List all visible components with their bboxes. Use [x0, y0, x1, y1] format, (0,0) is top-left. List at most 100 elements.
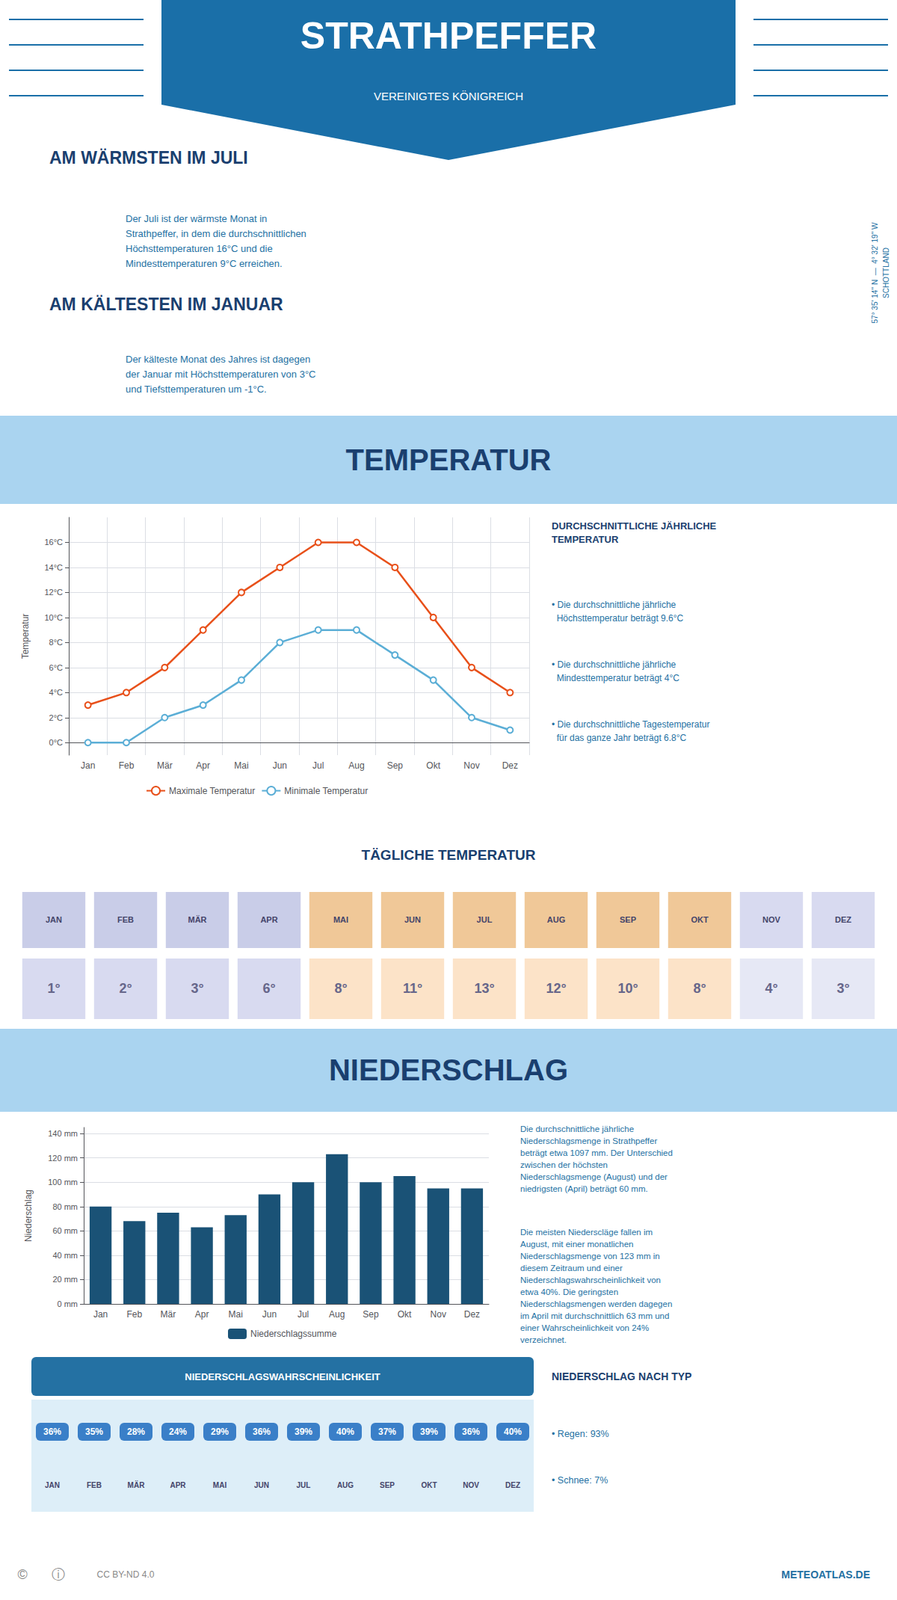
svg-text:40 mm: 40 mm: [52, 1250, 78, 1260]
svg-text:Höchsttemperaturen 16°C und di: Höchsttemperaturen 16°C und die: [125, 242, 273, 255]
svg-text:6°: 6°: [262, 980, 276, 996]
svg-text:Nov: Nov: [430, 1308, 447, 1320]
svg-text:40%: 40%: [503, 1426, 522, 1437]
svg-text:Die durchschnittliche jährlich: Die durchschnittliche jährliche: [520, 1124, 634, 1134]
svg-text:Sep: Sep: [387, 760, 404, 771]
svg-text:• Regen: 93%: • Regen: 93%: [551, 1428, 610, 1439]
svg-text:• Die durchschnittliche Tagest: • Die durchschnittliche Tagestemperatur: [551, 719, 710, 730]
svg-text:JUN: JUN: [404, 914, 421, 924]
svg-text:120 mm: 120 mm: [47, 1153, 78, 1163]
svg-text:Maximale Temperatur: Maximale Temperatur: [168, 785, 255, 797]
svg-text:Okt: Okt: [397, 1308, 412, 1320]
svg-text:12°C: 12°C: [44, 587, 63, 597]
svg-text:8°: 8°: [334, 980, 347, 996]
svg-text:JUL: JUL: [296, 1480, 311, 1490]
svg-text:36%: 36%: [43, 1426, 62, 1437]
svg-text:39%: 39%: [294, 1426, 313, 1437]
svg-text:100 mm: 100 mm: [47, 1177, 78, 1187]
svg-text:28%: 28%: [127, 1426, 146, 1437]
svg-text:Apr: Apr: [195, 760, 211, 771]
svg-text:10°: 10°: [617, 980, 638, 996]
svg-text:12°: 12°: [545, 980, 566, 996]
svg-text:40%: 40%: [336, 1426, 355, 1437]
svg-text:im April mit durchschnittlich: im April mit durchschnittlich 63 mm und: [520, 1311, 670, 1321]
svg-text:Jul: Jul: [312, 760, 324, 771]
svg-text:August, mit einer monatlichen: August, mit einer monatlichen: [520, 1239, 634, 1249]
svg-text:24%: 24%: [168, 1426, 187, 1437]
svg-text:Jan: Jan: [93, 1308, 108, 1320]
svg-text:4°C: 4°C: [49, 687, 64, 697]
svg-text:CC BY-ND 4.0: CC BY-ND 4.0: [97, 1569, 155, 1580]
svg-text:niedrigsten (April) beträgt 60: niedrigsten (April) beträgt 60 mm.: [520, 1184, 649, 1194]
svg-text:20 mm: 20 mm: [52, 1274, 78, 1284]
svg-text:der Januar mit Höchsttemperatu: der Januar mit Höchsttemperaturen von 3°…: [125, 368, 316, 380]
svg-text:APR: APR: [169, 1480, 187, 1490]
svg-text:FEB: FEB: [86, 1480, 102, 1490]
svg-text:AUG: AUG: [337, 1480, 354, 1490]
svg-text:APR: APR: [260, 914, 278, 924]
svg-text:Der Juli ist der wärmste Monat: Der Juli ist der wärmste Monat in: [125, 213, 267, 225]
svg-text:MÄR: MÄR: [127, 1480, 146, 1490]
svg-text:2°: 2°: [118, 980, 132, 996]
svg-text:einer Wahrscheinlichkeit von 2: einer Wahrscheinlichkeit von 24%: [520, 1323, 649, 1333]
svg-text:©: ©: [17, 1566, 27, 1582]
svg-text:SEP: SEP: [619, 914, 637, 924]
svg-text:Jun: Jun: [262, 1308, 277, 1320]
svg-text:36%: 36%: [461, 1426, 480, 1437]
svg-text:Niederschlagswahrscheinlichkei: Niederschlagswahrscheinlichkeit von: [520, 1275, 661, 1285]
svg-text:OKT: OKT: [690, 914, 709, 924]
svg-text:MÄR: MÄR: [187, 914, 207, 924]
svg-text:Feb: Feb: [126, 1308, 143, 1320]
svg-text:zwischen der höchsten: zwischen der höchsten: [520, 1160, 608, 1170]
svg-text:NOV: NOV: [462, 1480, 480, 1490]
svg-text:Dez: Dez: [464, 1308, 480, 1320]
svg-text:MAI: MAI: [333, 914, 349, 924]
svg-text:Mai: Mai: [228, 1308, 243, 1320]
svg-text:140 mm: 140 mm: [47, 1128, 78, 1138]
svg-text:Niederschlag: Niederschlag: [23, 1189, 34, 1242]
svg-text:FEB: FEB: [117, 914, 134, 924]
svg-text:3°: 3°: [190, 980, 204, 996]
svg-text:37%: 37%: [378, 1426, 397, 1437]
svg-text:Jan: Jan: [80, 760, 95, 771]
svg-text:NIEDERSCHLAG: NIEDERSCHLAG: [328, 1053, 569, 1087]
svg-text:AM WÄRMSTEN IM JULI: AM WÄRMSTEN IM JULI: [49, 148, 249, 168]
svg-text:JAN: JAN: [45, 914, 63, 924]
svg-text:35%: 35%: [85, 1426, 104, 1437]
svg-text:JAN: JAN: [44, 1480, 60, 1490]
svg-text:Jun: Jun: [272, 760, 288, 771]
svg-text:80 mm: 80 mm: [52, 1201, 78, 1211]
svg-text:diesem Zeitraum und einer: diesem Zeitraum und einer: [520, 1263, 623, 1273]
svg-text:Niederschlagsmenge (August) un: Niederschlagsmenge (August) und der: [520, 1172, 668, 1182]
svg-text:AUG: AUG: [547, 914, 566, 924]
svg-text:3°: 3°: [836, 980, 850, 996]
svg-text:6°C: 6°C: [49, 663, 64, 673]
svg-text:TÄGLICHE TEMPERATUR: TÄGLICHE TEMPERATUR: [361, 846, 536, 863]
svg-text:Temperatur: Temperatur: [20, 613, 31, 660]
svg-text:JUL: JUL: [476, 914, 493, 924]
svg-text:Niederschlagssumme: Niederschlagssumme: [250, 1328, 338, 1339]
svg-text:verzeichnet.: verzeichnet.: [520, 1335, 567, 1345]
svg-text:57° 35' 14'' N — 4° 32' 19'': 57° 35' 14'' N — 4° 32' 19'' W: [870, 222, 880, 324]
svg-text:TEMPERATUR: TEMPERATUR: [551, 533, 619, 545]
svg-text:Strathpeffer, in dem die durch: Strathpeffer, in dem die durchschnittlic…: [125, 227, 307, 240]
svg-text:Dez: Dez: [502, 760, 519, 771]
svg-text:8°C: 8°C: [49, 637, 64, 647]
svg-text:JUN: JUN: [254, 1480, 270, 1490]
svg-text:Die meisten Niederscläge falle: Die meisten Niederscläge fallen im: [520, 1227, 653, 1237]
svg-text:für das ganze Jahr beträgt 6.8: für das ganze Jahr beträgt 6.8°C: [551, 732, 687, 744]
svg-text:10°C: 10°C: [44, 612, 63, 622]
svg-text:NOV: NOV: [762, 914, 782, 924]
svg-text:Minimale Temperatur: Minimale Temperatur: [284, 785, 368, 797]
svg-text:39%: 39%: [420, 1426, 439, 1437]
svg-text:Jul: Jul: [297, 1308, 309, 1320]
svg-text:36%: 36%: [252, 1426, 271, 1437]
svg-text:1°: 1°: [47, 980, 60, 996]
svg-text:• Die durchschnittliche jährli: • Die durchschnittliche jährliche: [551, 659, 677, 670]
svg-text:60 mm: 60 mm: [52, 1225, 78, 1235]
svg-text:NIEDERSCHLAG NACH TYP: NIEDERSCHLAG NACH TYP: [551, 1370, 692, 1383]
svg-text:0°C: 0°C: [49, 737, 64, 747]
svg-text:Mindesttemperaturen 9°C erreic: Mindesttemperaturen 9°C erreichen.: [125, 257, 283, 270]
svg-text:SCHOTTLAND: SCHOTTLAND: [882, 247, 891, 299]
svg-text:Niederschlagsmenge in Strathpe: Niederschlagsmenge in Strathpeffer: [520, 1136, 658, 1146]
